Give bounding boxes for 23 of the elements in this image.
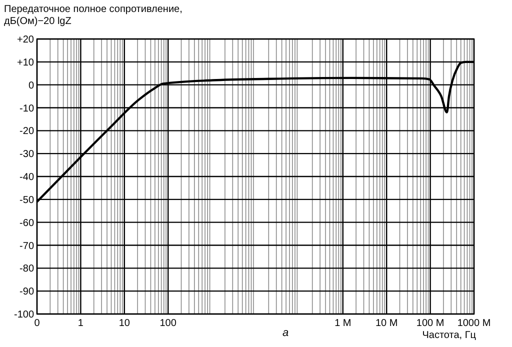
y-tick-label: +10 (17, 57, 34, 68)
y-tick-label: +20 (17, 34, 34, 46)
y-axis-title: Передаточное полное сопротивление, дБ(Ом)−20 lgZ (4, 4, 182, 27)
y-tick-label: -10 (20, 103, 34, 114)
x-tick-label: 1000 M (457, 318, 491, 329)
x-tick-label: 10 M (375, 318, 398, 329)
x-tick-label: 100 (160, 318, 177, 329)
y-tick-label: 0 (28, 80, 34, 92)
x-axis-title: Частота, Гц (422, 330, 476, 341)
y-tick-label: -80 (20, 264, 34, 275)
y-tick-label: -50 (20, 194, 34, 206)
x-tick-label: 10 (118, 318, 130, 329)
x-tick-label: 1 (78, 318, 84, 329)
y-tick-label: -30 (20, 149, 34, 160)
text: а (282, 327, 289, 339)
y-tick-label: -60 (20, 218, 34, 229)
y-tick-label: -20 (20, 126, 34, 138)
y-tick-label: -40 (20, 172, 34, 183)
y-tick-label: -100 (14, 310, 34, 320)
y-tick-label: -70 (20, 240, 34, 252)
x-tick-label: 100 M (416, 318, 444, 329)
x-tick-label: 1 M (334, 318, 352, 329)
y-tick-label: -90 (20, 286, 34, 298)
